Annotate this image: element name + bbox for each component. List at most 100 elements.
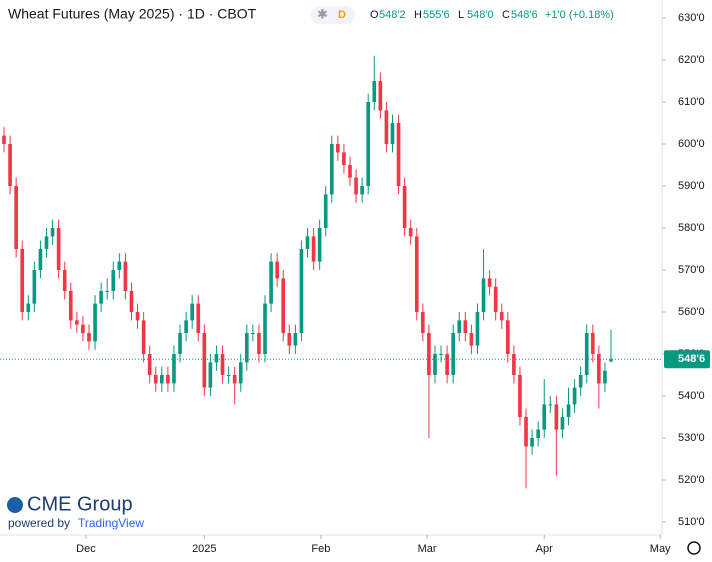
- y-tick-label: 590'0: [678, 180, 705, 192]
- ohlc-legend: O 548'2 H 555'6 L 548'0 C 548'6: [370, 9, 538, 21]
- candle-body: [208, 362, 213, 388]
- candle-body: [238, 362, 243, 384]
- candle-body: [305, 236, 310, 250]
- candle-body: [342, 152, 346, 166]
- candle-body: [62, 269, 67, 291]
- legend-value: 548'6: [511, 9, 538, 21]
- candle-body: [542, 404, 547, 430]
- y-tick-label: 630'0: [678, 12, 705, 24]
- candle-body: [135, 311, 140, 321]
- logo: CME Group powered by TradingView: [7, 493, 144, 530]
- legend-key: H: [414, 9, 422, 21]
- candle-body: [299, 249, 304, 333]
- candle-body: [244, 332, 249, 363]
- candle-body: [117, 261, 122, 270]
- candle-body: [99, 290, 103, 304]
- last-price-bg: [664, 350, 710, 369]
- y-tick-label: 560'0: [678, 306, 705, 318]
- candle-body: [214, 353, 219, 363]
- y-tick-label: 600'0: [678, 138, 705, 150]
- legend-value: 548'0: [467, 9, 494, 21]
- candle-body: [433, 353, 437, 375]
- candle-body: [548, 404, 553, 406]
- candle-body: [463, 320, 468, 333]
- candle-body: [512, 353, 516, 375]
- candle-body: [317, 228, 322, 262]
- candle-body: [360, 186, 364, 195]
- candle-body: [427, 332, 431, 375]
- legend-key: O: [370, 9, 379, 21]
- candle-body: [402, 186, 407, 229]
- candle-body: [499, 311, 504, 321]
- candle-body: [26, 303, 31, 312]
- badge-bg: [311, 6, 355, 24]
- x-tick-label: Mar: [418, 543, 437, 555]
- candle-body: [390, 123, 395, 145]
- y-tick-label: 540'0: [678, 390, 705, 402]
- x-tick-label: Feb: [311, 543, 330, 555]
- candle-body: [68, 290, 73, 321]
- candle-body: [311, 236, 316, 262]
- candle-body: [129, 290, 134, 312]
- candle-body: [251, 332, 255, 334]
- candle-body: [8, 144, 12, 187]
- candle-body: [451, 332, 456, 375]
- candle-body: [269, 261, 273, 304]
- candle-body: [220, 353, 225, 375]
- candle-body: [554, 404, 559, 430]
- y-tick-label: 530'0: [678, 432, 705, 444]
- candle-body: [603, 370, 607, 384]
- candle-body: [384, 110, 389, 145]
- candle-body: [263, 303, 267, 354]
- candle-body: [166, 374, 170, 384]
- y-tick-label: 620'0: [678, 54, 705, 66]
- candle-body: [184, 320, 188, 333]
- logo-text: CME Group: [27, 493, 133, 515]
- y-tick-label: 610'0: [678, 96, 705, 108]
- x-tick-label: Apr: [536, 543, 553, 555]
- settings-icon[interactable]: [687, 541, 701, 555]
- candle-body: [287, 332, 292, 346]
- candle-body: [366, 102, 371, 187]
- candle-body: [329, 144, 334, 195]
- candle-body: [44, 236, 49, 250]
- candle-body: [493, 286, 498, 312]
- y-tick-label: 580'0: [678, 222, 705, 234]
- change: +1'0 (+0.18%): [545, 9, 614, 21]
- legend-key: C: [502, 9, 510, 21]
- candle-body: [123, 261, 128, 291]
- candle-body: [281, 278, 286, 333]
- candle-body: [141, 320, 146, 354]
- candle-body: [396, 123, 401, 187]
- candle-body: [530, 437, 534, 447]
- candle-body: [536, 429, 540, 438]
- candle-body: [190, 303, 194, 321]
- candle-body: [226, 374, 231, 376]
- candle-body: [196, 303, 201, 333]
- candle-body: [56, 228, 61, 270]
- x-tick-label: May: [650, 543, 671, 555]
- candle-body: [560, 416, 565, 430]
- legend-key: L: [458, 9, 464, 21]
- candle-body: [372, 81, 377, 103]
- candle-body: [232, 374, 237, 384]
- candle-body: [111, 269, 116, 291]
- last-price-label: 548'6: [678, 353, 705, 365]
- logo-icon: [7, 497, 23, 513]
- candle-body: [172, 353, 176, 384]
- candle-body: [38, 249, 43, 270]
- candle-body: [20, 249, 25, 312]
- candle-body: [578, 374, 583, 388]
- candle-body: [518, 374, 522, 417]
- y-tick-label: 510'0: [678, 516, 705, 528]
- candle-body: [14, 186, 18, 250]
- candle-body: [439, 353, 443, 355]
- candle-body: [445, 353, 449, 375]
- candle-body: [421, 311, 425, 333]
- candle-body: [590, 332, 595, 354]
- candle-body: [87, 332, 91, 342]
- candle-body: [32, 269, 37, 304]
- legend-value: 548'2: [379, 9, 406, 21]
